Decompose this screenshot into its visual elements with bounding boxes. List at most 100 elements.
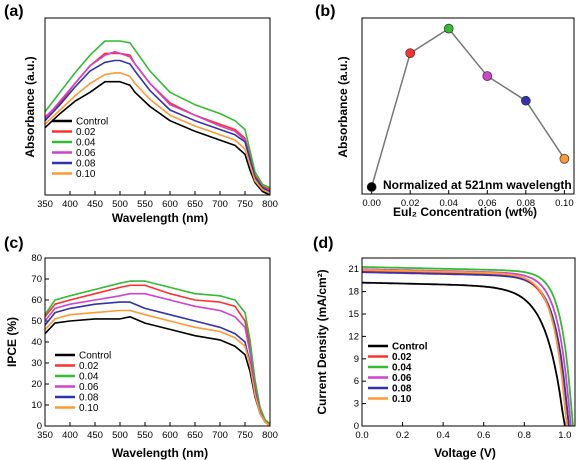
panel-c-xtick-label: 700 <box>212 430 228 441</box>
panel-d-xtick-label: 0.6 <box>477 430 490 441</box>
panel-b-xtick-label: 0.06 <box>478 198 497 209</box>
panel-b-xtick-label: 0.04 <box>439 198 458 209</box>
panel-d-ytick-label: 6 <box>354 376 359 387</box>
panel-b-point-control <box>366 182 377 192</box>
panel-a-series-0-10 <box>44 72 271 194</box>
panel-b-annotation: Normalized at 521nm wavelength <box>383 178 572 192</box>
panel-c-series-0-06 <box>44 292 271 427</box>
panel-b-xtick-label: 0.10 <box>555 198 574 209</box>
panel-a-xtick-label: 800 <box>262 199 278 210</box>
panel-a-absorbance-spectra: (a) Absorbance (a.u.) Wavelength (nm) 35… <box>4 3 278 225</box>
panel-label-c: (c) <box>4 235 24 252</box>
panel-a-xtick-label: 700 <box>212 199 228 210</box>
panel-b-xtick-label: 0.02 <box>401 198 420 209</box>
legend-label-0-10: 0.10 <box>76 169 96 180</box>
panel-d-ytick-label: 3 <box>354 399 359 410</box>
panel-a-xtick-label: 750 <box>237 199 253 210</box>
panel-c-y-axis-label: IPCE (%) <box>5 317 19 367</box>
panel-c-ytick-label: 40 <box>31 337 42 348</box>
panel-a-series-0-08 <box>44 59 271 193</box>
panel-c-series-0-10 <box>44 309 271 427</box>
panel-d-xtick-label: 0.4 <box>437 430 450 441</box>
panel-a-series-control <box>44 80 271 196</box>
panel-d-ytick-label: 18 <box>348 287 359 298</box>
panel-b-points <box>366 23 570 192</box>
panel-b-xtick-label: 0.08 <box>517 198 536 209</box>
panel-b-point-0-06 <box>482 71 493 81</box>
panel-a-x-ticks: 350 400 450 500 550 600 650 700 750 800 <box>37 191 278 210</box>
panel-d-xtick-label: 1.0 <box>558 430 571 441</box>
panel-a-xtick-label: 650 <box>187 199 203 210</box>
panel-a-series-lines <box>44 40 271 196</box>
panel-c-xtick-label: 450 <box>87 430 103 441</box>
panel-c-series-0-04 <box>44 280 271 425</box>
panel-d-series-lines <box>361 266 574 427</box>
panel-d-series-0-04 <box>362 266 574 427</box>
panel-d-xtick-label: 0.0 <box>355 430 368 441</box>
panel-a-xtick-label: 450 <box>87 199 103 210</box>
panel-c-ytick-label: 50 <box>31 316 42 327</box>
panel-d-jv-curves: (d) Current Density (mA/cm²) Voltage (V)… <box>313 235 576 460</box>
panel-c-series-lines <box>44 280 271 427</box>
panel-a-xtick-label: 400 <box>62 199 78 210</box>
panel-d-ytick-label: 12 <box>348 331 359 342</box>
panel-b-x-axis-label: EuI₂ Concentration (wt%) <box>393 205 537 219</box>
panel-c-xtick-label: 650 <box>187 430 203 441</box>
legend-label-0-02: 0.02 <box>392 352 412 363</box>
legend-label-0-10: 0.10 <box>79 403 99 414</box>
panel-b-connecting-line <box>370 27 566 188</box>
panel-d-xtick-label: 0.8 <box>518 430 531 441</box>
panel-c-xtick-label: 350 <box>37 430 53 441</box>
panel-c-ytick-label: 10 <box>31 400 42 411</box>
panel-d-ytick-label: 15 <box>348 309 359 320</box>
legend-label-control: Control <box>79 351 111 362</box>
legend-label-0-08: 0.08 <box>392 384 412 395</box>
panel-c-xtick-label: 750 <box>237 430 253 441</box>
panel-c-axes-frame <box>44 257 271 427</box>
panel-c-ytick-label: 70 <box>31 274 42 285</box>
panel-d-ytick-label: 9 <box>354 354 359 365</box>
panel-c-ytick-label: 80 <box>31 253 42 264</box>
legend-label-0-02: 0.02 <box>76 127 96 138</box>
panel-a-xtick-label: 350 <box>37 199 53 210</box>
panel-a-x-axis-label: Wavelength (nm) <box>112 211 208 225</box>
legend-label-0-04: 0.04 <box>76 138 96 149</box>
legend-label-0-02: 0.02 <box>79 361 99 372</box>
panel-b-point-0-04 <box>443 23 454 34</box>
panel-c-xtick-label: 400 <box>62 430 78 441</box>
panel-b-point-0-02 <box>405 48 415 59</box>
panel-c-ipce-spectra: (c) IPCE (%) Wavelength (nm) 350 400 450 50… <box>4 235 278 460</box>
panel-d-axes-frame <box>361 257 576 427</box>
panel-d-series-control <box>361 281 566 427</box>
panel-label-a: (a) <box>4 3 24 20</box>
panel-b-point-0-08 <box>521 95 531 106</box>
panel-c-x-axis-label: Wavelength (nm) <box>112 446 208 460</box>
panel-d-series-0-10 <box>361 269 568 427</box>
panel-b-x-ticks: 0.00 0.02 0.04 0.06 0.08 0.10 <box>362 190 574 209</box>
panel-label-d: (d) <box>313 235 333 252</box>
legend-label-control: Control <box>392 342 428 353</box>
panel-c-ytick-label: 60 <box>31 295 42 306</box>
panel-c-xtick-label: 500 <box>112 430 128 441</box>
legend-label-0-04: 0.04 <box>79 372 99 383</box>
legend-label-0-08: 0.08 <box>76 159 96 170</box>
panel-a-xtick-label: 550 <box>137 199 153 210</box>
panel-c-ytick-label: 30 <box>31 358 42 369</box>
legend-label-control: Control <box>76 117 108 128</box>
panel-a-series-0-04 <box>44 40 271 189</box>
panel-c-xtick-label: 550 <box>137 430 153 441</box>
panel-b-xtick-label: 0.00 <box>362 198 381 209</box>
panel-c-xtick-label: 800 <box>262 430 278 441</box>
panel-b-y-axis-label: Absorbance (a.u.) <box>336 56 350 157</box>
panel-a-y-axis-label: Absorbance (a.u.) <box>23 56 37 157</box>
legend-label-0-06: 0.06 <box>392 373 412 384</box>
panel-a-xtick-label: 600 <box>162 199 178 210</box>
legend-label-0-10: 0.10 <box>392 394 412 405</box>
panel-b-point-0-10 <box>559 154 570 164</box>
legend-label-0-06: 0.06 <box>76 148 96 159</box>
legend-label-0-08: 0.08 <box>79 393 99 404</box>
